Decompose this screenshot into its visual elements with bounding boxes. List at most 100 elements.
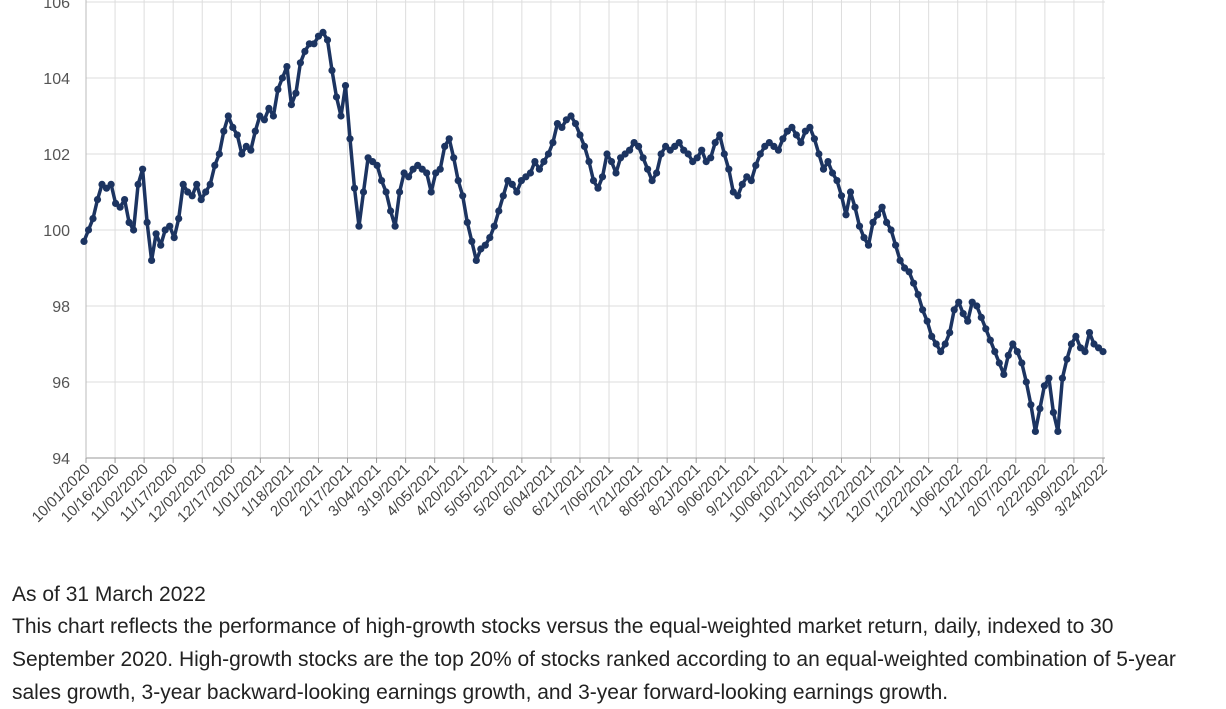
data-point	[1027, 401, 1035, 409]
data-point	[531, 158, 539, 166]
data-point	[490, 222, 498, 230]
data-point	[837, 192, 846, 200]
data-point	[797, 139, 805, 147]
data-point	[526, 169, 535, 177]
data-point	[427, 188, 435, 196]
data-point	[937, 348, 945, 356]
data-point	[878, 203, 886, 211]
data-point	[603, 150, 611, 158]
data-point	[846, 188, 855, 196]
data-point	[833, 177, 841, 185]
data-point	[1063, 355, 1071, 363]
data-point	[1022, 378, 1030, 386]
data-point	[387, 207, 395, 215]
y-tick-label: 102	[43, 147, 70, 164]
data-point	[296, 59, 304, 67]
data-point	[319, 28, 327, 36]
as-of-date: As of 31 March 2022	[12, 583, 206, 606]
y-tick-label: 94	[52, 451, 70, 468]
data-point	[612, 169, 620, 177]
y-tick-label: 106	[43, 0, 70, 12]
data-point	[1004, 351, 1012, 359]
data-point	[508, 180, 516, 188]
data-point	[328, 66, 336, 74]
data-point	[1013, 348, 1021, 356]
data-point	[851, 203, 859, 211]
data-point	[220, 127, 228, 135]
chart-description-line-2: September 2020. High-growth stocks are t…	[12, 648, 1176, 671]
data-point	[810, 135, 819, 143]
data-point	[648, 177, 656, 185]
data-point	[206, 180, 214, 188]
series-line	[82, 30, 1105, 434]
data-point	[607, 158, 616, 166]
data-point	[495, 207, 503, 215]
data-point	[635, 142, 643, 150]
data-point	[855, 222, 864, 230]
data-point	[238, 150, 246, 158]
data-point	[1009, 340, 1017, 348]
data-point	[373, 161, 381, 169]
data-point	[170, 234, 178, 242]
data-point	[121, 196, 129, 204]
data-point	[1036, 405, 1044, 413]
data-point	[982, 325, 990, 333]
data-point	[864, 241, 873, 249]
data-point	[828, 169, 837, 177]
data-point	[874, 211, 882, 219]
data-point	[1045, 374, 1053, 382]
data-point	[93, 196, 102, 204]
data-point	[197, 196, 205, 204]
data-point	[576, 131, 584, 139]
data-point	[405, 173, 413, 181]
data-point	[382, 188, 390, 196]
series-growth-vs-market	[80, 28, 1107, 435]
data-point	[278, 74, 286, 82]
data-point	[932, 340, 940, 348]
data-point	[950, 306, 958, 314]
data-point	[693, 154, 701, 162]
data-point	[134, 180, 142, 188]
data-point	[892, 241, 900, 249]
data-point	[188, 192, 196, 200]
data-point	[265, 104, 273, 112]
data-point	[1085, 329, 1094, 337]
data-point	[752, 161, 760, 169]
data-point	[842, 211, 850, 219]
data-point	[653, 169, 661, 177]
data-point	[720, 150, 728, 158]
data-point	[1000, 370, 1008, 378]
horizontal-gridlines	[86, 1, 1105, 459]
chart-description-line-1: This chart reflects the performance of h…	[12, 615, 1114, 638]
data-point	[946, 329, 954, 337]
y-tick-label: 100	[43, 223, 70, 240]
data-point	[341, 82, 350, 90]
data-point	[774, 146, 783, 154]
data-point	[193, 180, 201, 188]
data-point	[544, 150, 553, 158]
data-point	[350, 184, 359, 192]
data-point	[571, 120, 580, 128]
data-point	[756, 150, 764, 158]
chart-description-line-3: sales growth, 3-year backward-looking ea…	[12, 681, 949, 704]
data-point	[973, 302, 981, 310]
data-point	[819, 165, 828, 173]
data-point	[896, 256, 904, 264]
data-point	[644, 165, 652, 173]
data-point	[359, 188, 368, 196]
y-axis-tick-labels: 94 96 98 100 102 104 106	[43, 0, 70, 468]
data-point	[486, 234, 494, 242]
data-point	[995, 359, 1003, 367]
data-point	[1081, 348, 1089, 356]
data-point	[955, 298, 963, 306]
data-point	[914, 291, 922, 299]
data-point	[959, 310, 967, 318]
data-point	[1067, 340, 1075, 348]
data-point	[125, 218, 133, 226]
data-point	[684, 150, 692, 158]
data-point	[450, 154, 458, 162]
data-point	[396, 188, 404, 196]
data-point	[80, 237, 88, 245]
data-point	[698, 146, 706, 154]
data-point	[152, 230, 160, 238]
